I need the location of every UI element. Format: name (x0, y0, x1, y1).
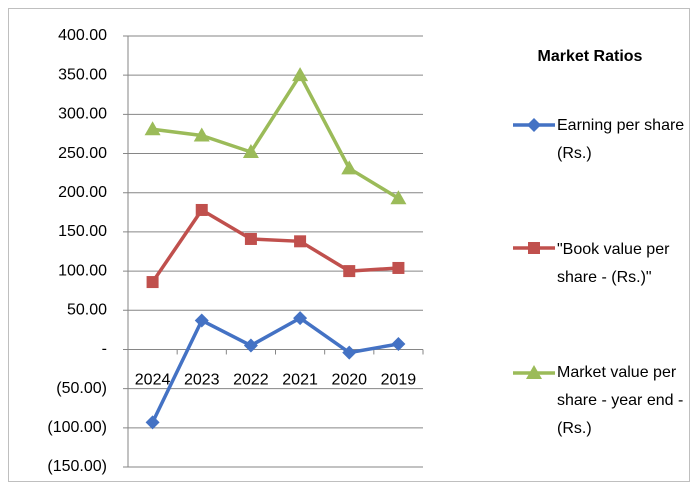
y-tick-label: 400.00 (58, 27, 107, 44)
data-point (195, 203, 208, 216)
data-point (194, 313, 209, 328)
chart-border (8, 8, 690, 482)
data-point (243, 338, 258, 353)
chart-title: Market Ratios (538, 48, 643, 65)
data-point (193, 127, 210, 142)
x-tick-label: 2024 (135, 372, 171, 389)
y-tick-label: 150.00 (58, 223, 107, 240)
y-tick-label: 300.00 (58, 106, 107, 123)
x-tick-label: 2021 (282, 372, 318, 389)
y-tick-label: 350.00 (58, 66, 107, 83)
data-point (294, 235, 307, 248)
legend-label: "Book value per share - (Rs.)" (557, 241, 670, 286)
legend-marker (527, 118, 541, 132)
y-tick-label: - (102, 341, 107, 358)
y-tick-label: 250.00 (58, 145, 107, 162)
x-tick-label: 2019 (381, 372, 417, 389)
y-tick-label: 50.00 (67, 301, 107, 318)
data-point (343, 265, 356, 278)
x-tick-label: 2022 (233, 372, 269, 389)
data-point (292, 67, 309, 82)
data-point (242, 143, 259, 158)
data-point (341, 160, 358, 175)
x-tick-label: 2020 (331, 372, 367, 389)
data-point (144, 121, 161, 136)
data-point (390, 190, 407, 205)
data-point (145, 415, 160, 430)
legend-marker (528, 242, 540, 254)
legend-label: Market value per share - year end - (Rs.… (557, 364, 684, 437)
y-tick-label: (50.00) (56, 380, 107, 397)
series-line (151, 316, 399, 424)
y-tick-label: (150.00) (47, 458, 107, 475)
data-point (244, 232, 257, 245)
legend-label: Earning per share (Rs.) (557, 117, 685, 162)
data-point (146, 276, 159, 289)
series-line (151, 208, 399, 284)
y-tick-label: (100.00) (47, 419, 107, 436)
data-point (293, 311, 308, 326)
legend-marker (526, 365, 542, 379)
x-tick-label: 2023 (184, 372, 220, 389)
data-point (392, 261, 405, 274)
series-line (152, 73, 400, 200)
data-point (342, 345, 357, 360)
y-tick-label: 200.00 (58, 184, 107, 201)
y-tick-label: 100.00 (58, 262, 107, 279)
data-point (391, 336, 406, 351)
